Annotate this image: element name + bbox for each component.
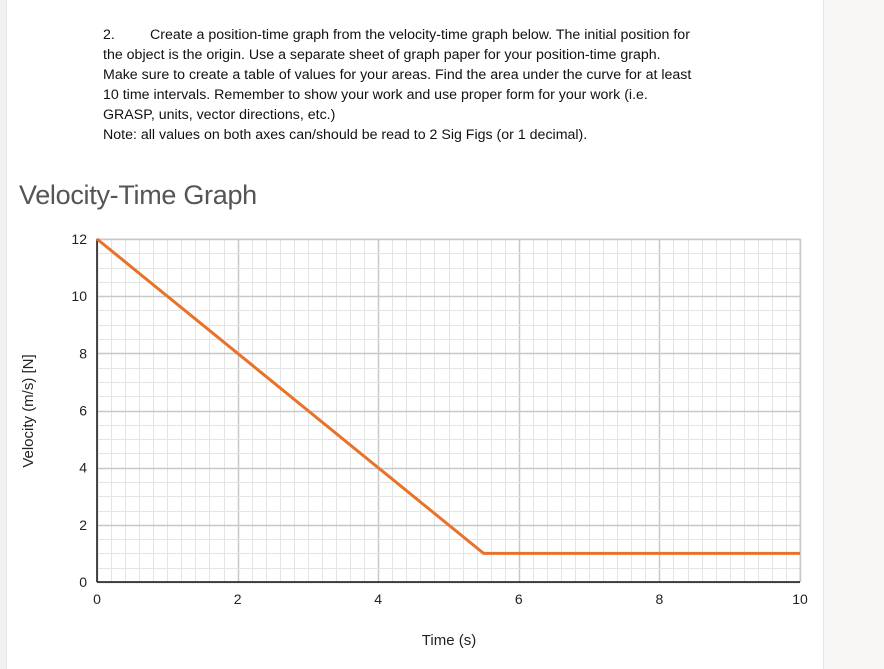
y-tick-label: 0	[79, 574, 87, 590]
instruction-line-4: 10 time intervals. Remember to show your…	[103, 87, 648, 103]
y-axis-label: Velocity (m/s) [N]	[20, 354, 37, 467]
x-tick-label: 2	[234, 591, 242, 607]
plot-border	[96, 238, 801, 583]
y-tick-label: 8	[79, 345, 87, 361]
x-tick-label: 0	[93, 591, 101, 607]
chart-tick-labels: 0 2 4 6 8 10 0 2 4 6 8 10 12	[71, 231, 808, 607]
y-tick-label: 6	[79, 403, 87, 419]
question-number: 2.	[103, 27, 115, 43]
chart-title: Velocity-Time Graph	[19, 180, 257, 210]
x-tick-label: 10	[792, 591, 808, 607]
instruction-line-1: 2. Create a position-time graph from the …	[103, 27, 690, 43]
x-tick-label: 4	[374, 591, 382, 607]
velocity-series-line	[96, 237, 800, 555]
instruction-line-3: Make sure to create a table of values fo…	[103, 67, 692, 83]
chart-grid	[96, 238, 802, 584]
instruction-line-6: Note: all values on both axes can/should…	[103, 127, 588, 143]
x-axis-label: Time (s)	[422, 632, 476, 649]
left-margin-strip	[0, 0, 7, 669]
question-instructions: 2. Create a position-time graph from the …	[103, 25, 743, 145]
y-tick-label: 12	[71, 231, 87, 247]
y-tick-label: 10	[71, 288, 87, 304]
right-side-panel	[823, 0, 884, 669]
x-tick-label: 6	[515, 591, 523, 607]
chart-axes	[96, 239, 800, 583]
x-tick-label: 8	[656, 591, 664, 607]
y-tick-label: 2	[79, 517, 87, 533]
instruction-line-5: GRASP, units, vector directions, etc.)	[103, 107, 336, 123]
y-tick-label: 4	[79, 460, 87, 476]
instruction-line-2: the object is the origin. Use a separate…	[103, 47, 661, 63]
